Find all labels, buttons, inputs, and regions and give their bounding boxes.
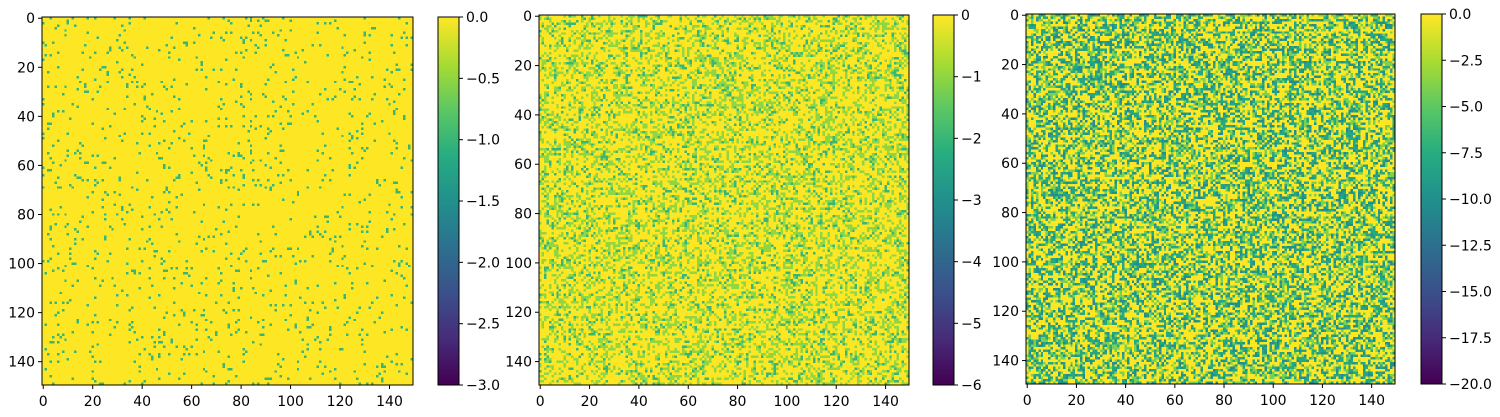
heatmap-cells xyxy=(42,17,413,385)
colorbar-tick-label: −15.0 xyxy=(1449,285,1492,301)
heatmap-cells xyxy=(539,15,909,385)
colorbar-tick-label: −20.0 xyxy=(1449,377,1492,393)
x-tick-label: 0 xyxy=(1023,393,1032,409)
colorbar-tick-label: −1 xyxy=(961,70,982,86)
colorbar-tick-label: −17.5 xyxy=(1449,331,1492,347)
x-tick-label: 140 xyxy=(376,394,403,410)
y-tick-label: 20 xyxy=(514,59,532,75)
x-tick-label: 40 xyxy=(630,394,648,410)
x-tick-label: 100 xyxy=(774,394,801,410)
colorbar-gradient xyxy=(933,15,954,385)
x-tick-label: 100 xyxy=(277,394,304,410)
heatmap-frame xyxy=(1025,13,1396,385)
y-tick-label: 100 xyxy=(505,256,532,272)
y-tick-label: 0 xyxy=(26,11,35,27)
colorbar-tick-label: 0.0 xyxy=(466,10,488,26)
x-tick-label: 120 xyxy=(1309,393,1336,409)
y-tick-label: 100 xyxy=(8,257,35,273)
y-tick-label: 120 xyxy=(8,306,35,322)
x-tick-label: 120 xyxy=(823,394,850,410)
colorbar-tick-label: −10.0 xyxy=(1449,192,1492,208)
colorbar-tick-label: −5.0 xyxy=(1449,100,1483,116)
heatmap-frame xyxy=(538,14,910,386)
colorbar-gradient xyxy=(1421,14,1442,384)
y-tick-label: 80 xyxy=(17,207,35,223)
colorbar-tick-label: −3 xyxy=(961,193,982,209)
y-tick-label: 120 xyxy=(992,304,1019,320)
x-tick-label: 140 xyxy=(872,394,899,410)
y-tick-label: 140 xyxy=(505,355,532,371)
x-tick-label: 100 xyxy=(1260,393,1287,409)
y-tick-label: 60 xyxy=(1001,156,1019,172)
y-tick-label: 60 xyxy=(17,158,35,174)
colorbar-tick-label: 0 xyxy=(961,8,970,24)
x-tick-label: 140 xyxy=(1358,393,1385,409)
colorbar-tick-label: −5 xyxy=(961,316,982,332)
x-tick-label: 60 xyxy=(183,394,201,410)
colorbar-tick-label: −2.0 xyxy=(466,255,500,271)
y-tick-label: 20 xyxy=(1001,58,1019,74)
x-tick-label: 0 xyxy=(39,394,48,410)
x-tick-label: 40 xyxy=(1117,393,1135,409)
x-tick-label: 120 xyxy=(327,394,354,410)
colorbar-tick-label: −1.5 xyxy=(466,194,500,210)
x-tick-label: 40 xyxy=(133,394,151,410)
colorbar-tick-label: 0.0 xyxy=(1449,7,1471,23)
colorbar-tick-label: −1.0 xyxy=(466,133,500,149)
colorbar-tick-label: −2.5 xyxy=(466,317,500,333)
y-tick-label: 40 xyxy=(514,108,532,124)
colorbar-gradient xyxy=(438,17,459,385)
x-tick-label: 80 xyxy=(1215,393,1233,409)
colorbar-tick-label: −4 xyxy=(961,255,982,271)
x-tick-label: 80 xyxy=(232,394,250,410)
heatmap-frame xyxy=(41,16,414,386)
y-tick-label: 140 xyxy=(8,355,35,371)
colorbar-tick-label: −0.5 xyxy=(466,71,500,87)
y-tick-label: 0 xyxy=(1010,8,1019,24)
y-tick-label: 40 xyxy=(17,109,35,125)
y-tick-label: 40 xyxy=(1001,107,1019,123)
x-tick-label: 60 xyxy=(1166,393,1184,409)
y-tick-label: 20 xyxy=(17,60,35,76)
x-tick-label: 0 xyxy=(536,394,545,410)
x-tick-label: 20 xyxy=(84,394,102,410)
y-tick-label: 140 xyxy=(992,354,1019,370)
colorbar-tick-label: −12.5 xyxy=(1449,238,1492,254)
colorbar-tick-label: −2.5 xyxy=(1449,53,1483,69)
y-tick-label: 80 xyxy=(1001,206,1019,222)
colorbar-tick-label: −7.5 xyxy=(1449,146,1483,162)
y-tick-label: 60 xyxy=(514,157,532,173)
y-tick-label: 80 xyxy=(514,207,532,223)
x-tick-label: 20 xyxy=(581,394,599,410)
heatmap-panel-3: 0 20 40 60 80 100 120 140 0 20 40 60 80 100 120 140 0.0 −… xyxy=(992,7,1492,409)
x-tick-label: 80 xyxy=(729,394,747,410)
y-tick-label: 120 xyxy=(505,305,532,321)
heatmap-cells xyxy=(1026,14,1395,384)
x-tick-label: 60 xyxy=(679,394,697,410)
colorbar-tick-label: −3.0 xyxy=(466,378,500,394)
heatmap-panel-1: 0 20 40 60 80 100 120 140 0 20 40 60 80 100 120 140 0.0 −… xyxy=(8,10,500,410)
y-tick-label: 100 xyxy=(992,255,1019,271)
colorbar-tick-label: −6 xyxy=(961,378,982,394)
colorbar-tick-label: −2 xyxy=(961,131,982,147)
x-tick-label: 20 xyxy=(1068,393,1086,409)
y-tick-label: 0 xyxy=(523,9,532,25)
heatmap-panel-2: 0 20 40 60 80 100 120 140 0 20 40 60 80 100 120 140 0 −1 −… xyxy=(505,8,981,410)
